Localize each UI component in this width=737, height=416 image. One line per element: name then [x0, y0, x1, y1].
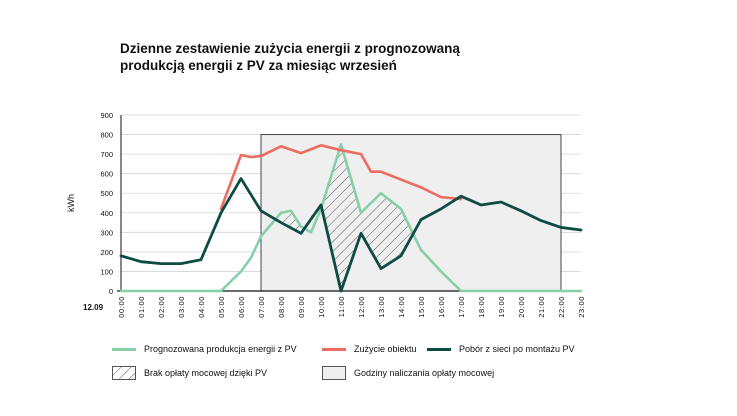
legend-item-consumption: Zużycie obiektu: [322, 344, 417, 354]
x-tick-label: 20:00: [517, 296, 526, 318]
legend-label-shade: Godziny naliczania opłaty mocowej: [354, 368, 495, 378]
legend-item-grid: Pobór z sieci po montażu PV: [427, 344, 575, 354]
y-tick-label: 300: [100, 228, 113, 237]
x-tick-label: 08:00: [277, 296, 286, 318]
x-tick-label: 13:00: [377, 296, 386, 318]
x-tick-label: 14:00: [397, 296, 406, 318]
legend-label-grid: Pobór z sieci po montażu PV: [459, 344, 575, 354]
legend-label-hatch: Brak opłaty mocowej dzięki PV: [144, 368, 268, 378]
x-tick-label: 12:00: [357, 296, 366, 318]
x-tick-label: 19:00: [497, 296, 506, 318]
y-tick-label: 500: [100, 189, 113, 198]
chart-canvas: 0 100 200 300 400 500 600 700 800 900 00:00 01:00 02…: [66, 111, 586, 318]
legend-swatch-grid: [427, 347, 451, 351]
chart-title-line-2: produkcją energii z PV za miesiąc wrzesi…: [120, 58, 397, 73]
x-tick-label: 06:00: [237, 296, 246, 318]
shaded-region: [260, 134, 562, 292]
y-tick-label: 900: [100, 111, 113, 120]
x-tick-label: 16:00: [437, 296, 446, 318]
x-tick-label: 02:00: [157, 296, 166, 318]
y-tick-label: 100: [100, 267, 113, 276]
y-tick-label: 800: [100, 131, 113, 140]
y-tick-label: 400: [100, 209, 113, 218]
legend-item-pv: Prognozowana produkcja energii z PV: [112, 344, 297, 354]
date-label: 12.09: [83, 303, 104, 312]
hatched-region: [275, 210, 305, 234]
legend-swatch-consumption: [322, 347, 346, 351]
legend-item-hatch: Brak opłaty mocowej dzięki PV: [112, 366, 267, 380]
x-tick-label: 01:00: [137, 296, 146, 318]
y-tick-label: 200: [100, 248, 113, 257]
x-tick-label: 17:00: [457, 296, 466, 318]
x-tick-label: 03:00: [177, 296, 186, 318]
x-tick-label: 21:00: [537, 296, 546, 318]
chart-title-line-1: Dzienne zestawienie zużycia energii z pr…: [120, 41, 460, 56]
x-tick-label: 04:00: [197, 296, 206, 318]
x-tick-label: 18:00: [477, 296, 486, 318]
x-tick-label: 15:00: [417, 296, 426, 318]
legend-swatch-pv: [112, 347, 136, 351]
legend-swatch-shade: [322, 366, 346, 380]
x-tick-label: 07:00: [257, 296, 266, 318]
y-axis-label: kWh: [66, 194, 76, 212]
legend-label-consumption: Zużycie obiektu: [354, 344, 417, 354]
x-tick-label: 11:00: [337, 296, 346, 317]
legend-label-pv: Prognozowana produkcja energii z PV: [144, 344, 297, 354]
chart-title: Dzienne zestawienie zużycia energii z pr…: [120, 40, 540, 74]
x-tick-label: 09:00: [297, 296, 306, 318]
x-tick-label: 23:00: [577, 296, 586, 318]
hatched-region-layer: [275, 144, 413, 291]
y-tick-label: 700: [100, 150, 113, 159]
x-tick-label: 10:00: [317, 296, 326, 318]
legend-item-shade: Godziny naliczania opłaty mocowej: [322, 366, 494, 380]
y-tick-label: 600: [100, 170, 113, 179]
series-line-1: [219, 144, 463, 211]
x-tick-label: 00:00: [117, 296, 126, 318]
x-tick-label: 22:00: [557, 296, 566, 318]
x-tick-label: 05:00: [217, 296, 226, 318]
hatched-region: [321, 144, 413, 291]
series-lines: [119, 143, 583, 293]
legend-swatch-hatch: [112, 366, 136, 380]
y-tick-label: 0: [109, 287, 113, 296]
series-line-2: [119, 177, 583, 293]
